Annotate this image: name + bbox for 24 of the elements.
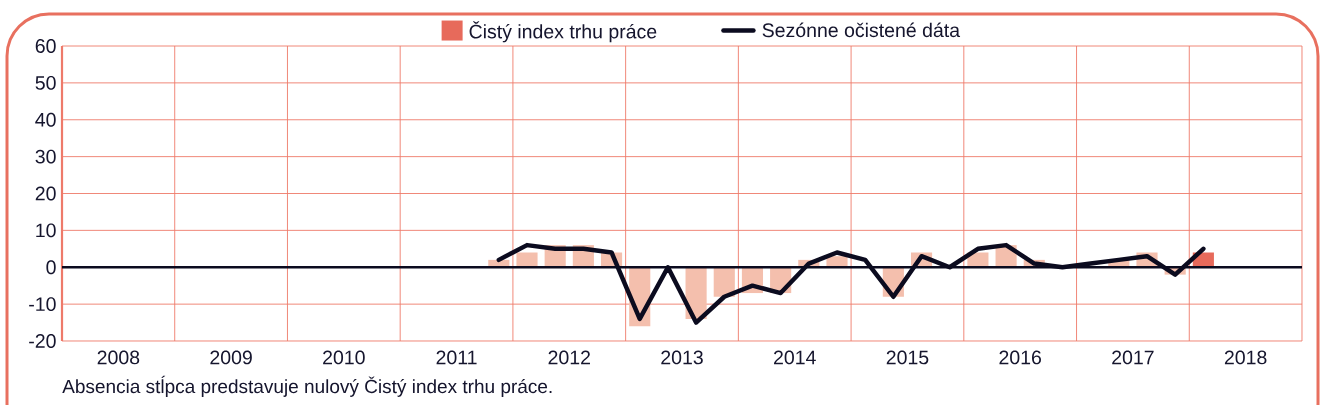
y-tick-label: 0 [46, 260, 56, 275]
x-tick-label: 2008 [97, 350, 140, 365]
x-tick-label: 2018 [1224, 350, 1267, 365]
x-tick-label: 2011 [436, 350, 477, 365]
text: Absencia stĺpca predstavuje nulový Čistý index trhu práce. [62, 375, 552, 397]
x-tick-label: 2013 [661, 350, 703, 365]
legend-label: Sezónne očistené dáta [762, 22, 961, 38]
x-tick-label: 2017 [1112, 350, 1154, 365]
x-tick-label: 2009 [210, 350, 252, 365]
y-tick-label: -20 [29, 334, 56, 348]
x-tick-label: 2010 [323, 350, 365, 365]
x-tick-label: 2014 [774, 350, 816, 365]
y-tick-label: 10 [36, 223, 56, 238]
y-tick-label: 30 [35, 149, 56, 164]
x-tick-label: 2012 [548, 350, 590, 365]
x-tick-label: 2016 [999, 350, 1042, 365]
y-tick-label: 20 [35, 186, 56, 201]
y-tick-label: -10 [29, 297, 56, 312]
x-tick-label: 2015 [886, 350, 929, 365]
legend-label: Čistý index trhu práce [469, 21, 657, 43]
y-tick-label: 40 [35, 112, 56, 127]
y-tick-label: 50 [35, 75, 56, 90]
bar [516, 252, 538, 268]
y-tick-label: 60 [35, 39, 56, 53]
